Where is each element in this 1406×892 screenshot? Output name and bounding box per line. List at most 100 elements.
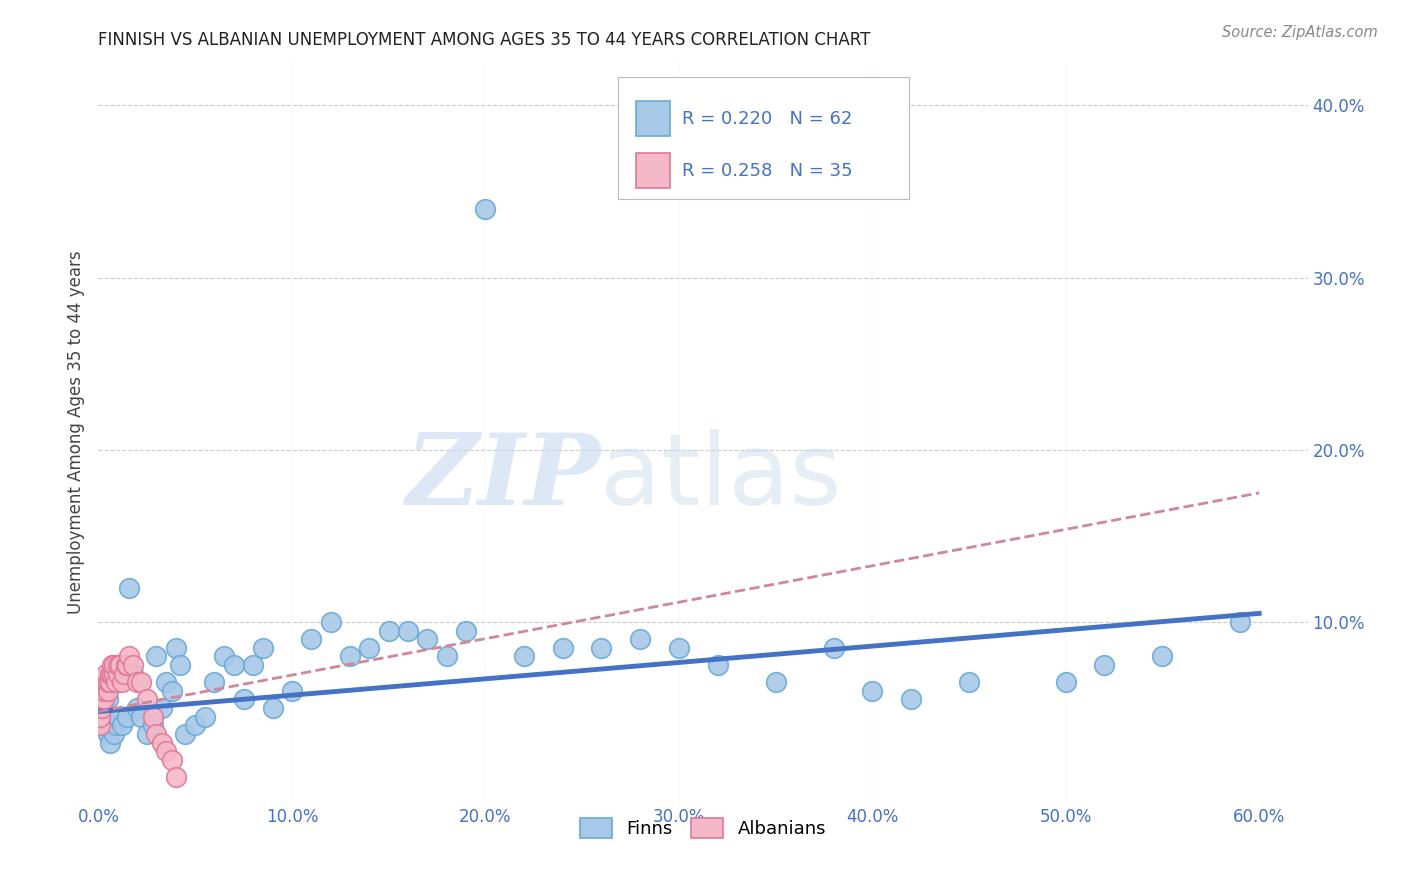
- Point: [93, 718, 115, 732]
- Point: [252, 640, 274, 655]
- Point: [107, 709, 129, 723]
- Point: [1229, 615, 1251, 629]
- Point: [150, 735, 173, 749]
- Point: [103, 658, 125, 673]
- Point: [107, 658, 129, 673]
- Point: [93, 692, 115, 706]
- Point: [142, 709, 165, 723]
- Point: [860, 684, 883, 698]
- Point: [97, 684, 120, 698]
- Point: [169, 658, 191, 673]
- FancyBboxPatch shape: [637, 153, 671, 188]
- Point: [96, 718, 118, 732]
- Point: [127, 701, 149, 715]
- Point: [103, 666, 125, 681]
- Point: [396, 624, 419, 638]
- Point: [474, 202, 496, 216]
- Point: [135, 727, 157, 741]
- Point: [129, 709, 152, 723]
- Point: [551, 640, 574, 655]
- Point: [319, 615, 342, 629]
- Text: R = 0.220   N = 62: R = 0.220 N = 62: [682, 111, 853, 128]
- Point: [1152, 649, 1174, 664]
- Point: [111, 718, 134, 732]
- Point: [97, 692, 120, 706]
- Point: [204, 675, 226, 690]
- Text: atlas: atlas: [600, 428, 842, 525]
- Point: [93, 684, 115, 698]
- Point: [416, 632, 439, 647]
- Point: [436, 649, 458, 664]
- Point: [160, 684, 183, 698]
- Point: [1094, 658, 1116, 673]
- Point: [706, 658, 728, 673]
- Point: [117, 709, 139, 723]
- Point: [212, 649, 235, 664]
- Point: [89, 692, 111, 706]
- Point: [454, 624, 477, 638]
- FancyBboxPatch shape: [637, 101, 671, 136]
- Point: [299, 632, 322, 647]
- Point: [93, 701, 115, 715]
- Point: [1054, 675, 1077, 690]
- Legend: Finns, Albanians: Finns, Albanians: [572, 810, 834, 846]
- Point: [957, 675, 980, 690]
- Point: [91, 701, 114, 715]
- Point: [765, 675, 787, 690]
- Point: [242, 658, 264, 673]
- Point: [823, 640, 845, 655]
- Point: [668, 640, 690, 655]
- Point: [359, 640, 381, 655]
- Point: [145, 649, 167, 664]
- Point: [96, 675, 118, 690]
- Y-axis label: Unemployment Among Ages 35 to 44 years: Unemployment Among Ages 35 to 44 years: [66, 251, 84, 615]
- Point: [97, 675, 120, 690]
- Point: [232, 692, 254, 706]
- Point: [91, 692, 114, 706]
- Point: [118, 581, 141, 595]
- Point: [281, 684, 304, 698]
- Point: [108, 658, 131, 673]
- Point: [114, 658, 136, 673]
- Point: [142, 718, 165, 732]
- Point: [160, 753, 183, 767]
- Point: [339, 649, 361, 664]
- Point: [112, 666, 135, 681]
- Point: [118, 649, 141, 664]
- Point: [184, 718, 207, 732]
- Point: [513, 649, 536, 664]
- Point: [91, 684, 114, 698]
- Point: [222, 658, 245, 673]
- Point: [628, 632, 651, 647]
- Point: [127, 675, 149, 690]
- Point: [155, 744, 177, 758]
- Point: [111, 675, 134, 690]
- Text: R = 0.258   N = 35: R = 0.258 N = 35: [682, 162, 853, 180]
- Point: [97, 727, 120, 741]
- Point: [104, 718, 127, 732]
- Point: [96, 666, 118, 681]
- Point: [101, 666, 124, 681]
- Point: [89, 709, 111, 723]
- Point: [101, 718, 124, 732]
- Point: [117, 658, 139, 673]
- Point: [129, 675, 152, 690]
- Point: [98, 666, 121, 681]
- Point: [135, 692, 157, 706]
- Text: FINNISH VS ALBANIAN UNEMPLOYMENT AMONG AGES 35 TO 44 YEARS CORRELATION CHART: FINNISH VS ALBANIAN UNEMPLOYMENT AMONG A…: [98, 31, 870, 49]
- Point: [89, 718, 111, 732]
- Point: [104, 675, 127, 690]
- FancyBboxPatch shape: [619, 78, 908, 200]
- Point: [262, 701, 284, 715]
- Point: [107, 666, 129, 681]
- Point: [122, 666, 145, 681]
- Text: Source: ZipAtlas.com: Source: ZipAtlas.com: [1222, 25, 1378, 40]
- Point: [155, 675, 177, 690]
- Point: [103, 727, 125, 741]
- Point: [101, 658, 124, 673]
- Point: [98, 735, 121, 749]
- Point: [165, 770, 187, 784]
- Point: [900, 692, 922, 706]
- Point: [165, 640, 187, 655]
- Point: [174, 727, 197, 741]
